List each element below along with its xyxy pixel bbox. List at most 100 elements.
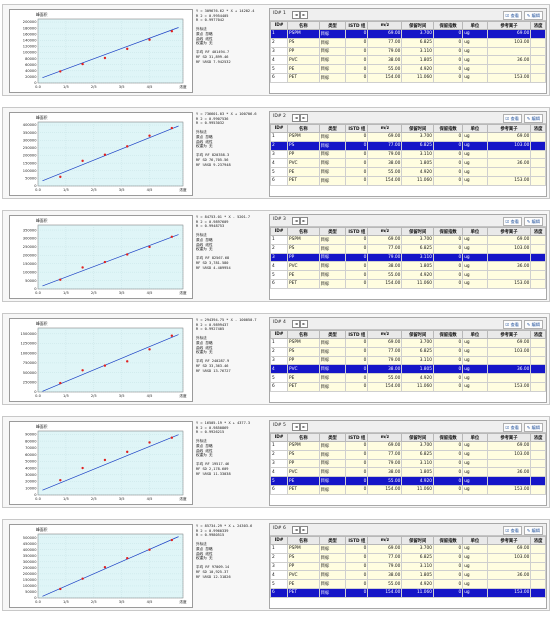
- next-compound-button[interactable]: ►: [300, 320, 308, 328]
- table-row[interactable]: 6 PET 目标 0 154.00 11.060 0 ug 153.00: [269, 278, 546, 289]
- next-compound-button[interactable]: ►: [300, 217, 308, 225]
- table-row[interactable]: 3 PP 目标 0 79.00 3.110 0 ug: [269, 458, 546, 469]
- next-compound-button[interactable]: ►: [300, 11, 308, 19]
- column-header[interactable]: 保留指数: [432, 124, 464, 133]
- next-compound-button[interactable]: ►: [300, 114, 308, 122]
- table-row[interactable]: 5 PE 目标 0 55.00 4.920 0 ug: [269, 373, 546, 383]
- edit-button[interactable]: ✎ 编辑: [523, 526, 543, 535]
- column-header[interactable]: 保留时间: [401, 227, 434, 236]
- table-row[interactable]: 3 PP 目标 0 79.00 3.110 0 ug: [269, 149, 546, 160]
- column-header[interactable]: 保留时间: [401, 124, 434, 133]
- prev-compound-button[interactable]: ◄: [292, 526, 300, 534]
- table-row[interactable]: 2 PS 目标 0 77.00 6.825 0 ug 103.00: [269, 140, 546, 151]
- column-header[interactable]: 名称: [287, 536, 320, 545]
- column-header[interactable]: 保留指数: [432, 227, 464, 236]
- column-header[interactable]: 保留时间: [401, 433, 434, 442]
- view-button[interactable]: ☑ 查看: [502, 526, 522, 535]
- prev-compound-button[interactable]: ◄: [292, 423, 300, 431]
- column-header[interactable]: 单位: [462, 330, 488, 339]
- table-row[interactable]: 5 PE 目标 0 55.00 4.920 0 ug: [269, 270, 546, 280]
- column-header[interactable]: m/z: [367, 124, 403, 133]
- table-row[interactable]: 2 PS 目标 0 77.00 6.825 0 ug 103.00: [269, 243, 546, 254]
- prev-compound-button[interactable]: ◄: [292, 11, 300, 19]
- table-row[interactable]: 4 PVC 目标 0 38.00 1.805 0 ug 36.00: [269, 364, 546, 375]
- table-row[interactable]: 5 PE 目标 0 55.00 4.920 0 ug: [269, 579, 546, 589]
- view-button[interactable]: ☑ 查看: [502, 320, 522, 329]
- column-header[interactable]: 参考离子: [486, 124, 532, 133]
- table-row[interactable]: 4 PVC 目标 0 38.00 1.805 0 ug 36.00: [269, 261, 546, 272]
- table-row[interactable]: 2 PS 目标 0 77.00 6.825 0 ug 103.00: [269, 37, 546, 48]
- column-header[interactable]: 名称: [287, 21, 320, 30]
- table-row[interactable]: 2 PS 目标 0 77.00 6.825 0 ug 103.00: [269, 552, 546, 563]
- column-header[interactable]: 类型: [318, 536, 347, 545]
- table-row[interactable]: 1 PSPM 目标 0 69.00 3.700 0 ug 69.00: [269, 132, 546, 142]
- column-header[interactable]: ID#: [269, 227, 289, 236]
- table-row[interactable]: 1 PSPM 目标 0 69.00 3.700 0 ug 69.00: [269, 441, 546, 451]
- column-header[interactable]: ISTD 组: [345, 21, 369, 30]
- column-header[interactable]: ID#: [269, 124, 289, 133]
- column-header[interactable]: 保留指数: [432, 433, 464, 442]
- view-button[interactable]: ☑ 查看: [502, 217, 522, 226]
- column-header[interactable]: 参考离子: [486, 330, 532, 339]
- column-header[interactable]: 浓度: [530, 536, 546, 545]
- column-header[interactable]: 单位: [462, 536, 488, 545]
- prev-compound-button[interactable]: ◄: [292, 217, 300, 225]
- table-row[interactable]: 6 PET 目标 0 154.00 11.060 0 ug 153.00: [269, 381, 546, 392]
- table-row[interactable]: 2 PS 目标 0 77.00 6.825 0 ug 103.00: [269, 346, 546, 357]
- column-header[interactable]: 参考离子: [486, 433, 532, 442]
- column-header[interactable]: 类型: [318, 433, 347, 442]
- edit-button[interactable]: ✎ 编辑: [523, 423, 543, 432]
- column-header[interactable]: ID#: [269, 330, 289, 339]
- edit-button[interactable]: ✎ 编辑: [523, 320, 543, 329]
- column-header[interactable]: 单位: [462, 433, 488, 442]
- table-row[interactable]: 3 PP 目标 0 79.00 3.110 0 ug: [269, 355, 546, 366]
- table-row[interactable]: 1 PSPM 目标 0 69.00 3.700 0 ug 69.00: [269, 235, 546, 245]
- column-header[interactable]: 保留指数: [432, 330, 464, 339]
- table-row[interactable]: 3 PP 目标 0 79.00 3.110 0 ug: [269, 46, 546, 57]
- column-header[interactable]: ID#: [269, 433, 289, 442]
- column-header[interactable]: m/z: [367, 433, 403, 442]
- table-row[interactable]: 6 PET 目标 0 154.00 11.060 0 ug 153.00: [269, 484, 546, 495]
- table-row[interactable]: 4 PVC 目标 0 38.00 1.805 0 ug 36.00: [269, 570, 546, 581]
- column-header[interactable]: m/z: [367, 330, 403, 339]
- column-header[interactable]: ISTD 组: [345, 330, 369, 339]
- column-header[interactable]: m/z: [367, 227, 403, 236]
- table-row[interactable]: 6 PET 目标 0 154.00 11.060 0 ug 153.00: [269, 175, 546, 186]
- column-header[interactable]: m/z: [367, 536, 403, 545]
- column-header[interactable]: 浓度: [530, 227, 546, 236]
- table-row[interactable]: 6 PET 目标 0 154.00 11.060 0 ug 153.00: [269, 587, 546, 598]
- column-header[interactable]: 单位: [462, 21, 488, 30]
- edit-button[interactable]: ✎ 编辑: [523, 11, 543, 20]
- column-header[interactable]: 名称: [287, 124, 320, 133]
- column-header[interactable]: 保留时间: [401, 330, 434, 339]
- column-header[interactable]: 保留时间: [401, 536, 434, 545]
- column-header[interactable]: 保留指数: [432, 21, 464, 30]
- table-row[interactable]: 1 PSPM 目标 0 69.00 3.700 0 ug 69.00: [269, 338, 546, 348]
- column-header[interactable]: 参考离子: [486, 536, 532, 545]
- column-header[interactable]: 浓度: [530, 330, 546, 339]
- column-header[interactable]: 浓度: [530, 21, 546, 30]
- table-row[interactable]: 4 PVC 目标 0 38.00 1.805 0 ug 36.00: [269, 158, 546, 169]
- view-button[interactable]: ☑ 查看: [502, 423, 522, 432]
- table-row[interactable]: 4 PVC 目标 0 38.00 1.805 0 ug 36.00: [269, 467, 546, 478]
- next-compound-button[interactable]: ►: [300, 526, 308, 534]
- next-compound-button[interactable]: ►: [300, 423, 308, 431]
- column-header[interactable]: ID#: [269, 21, 289, 30]
- column-header[interactable]: 参考离子: [486, 21, 532, 30]
- view-button[interactable]: ☑ 查看: [502, 11, 522, 20]
- edit-button[interactable]: ✎ 编辑: [523, 114, 543, 123]
- table-row[interactable]: 5 PE 目标 0 55.00 4.920 0 ug: [269, 167, 546, 177]
- column-header[interactable]: ID#: [269, 536, 289, 545]
- prev-compound-button[interactable]: ◄: [292, 320, 300, 328]
- column-header[interactable]: 浓度: [530, 124, 546, 133]
- edit-button[interactable]: ✎ 编辑: [523, 217, 543, 226]
- column-header[interactable]: m/z: [367, 21, 403, 30]
- column-header[interactable]: 名称: [287, 330, 320, 339]
- column-header[interactable]: ISTD 组: [345, 536, 369, 545]
- table-row[interactable]: 2 PS 目标 0 77.00 6.825 0 ug 103.00: [269, 449, 546, 460]
- column-header[interactable]: 浓度: [530, 433, 546, 442]
- table-row[interactable]: 6 PET 目标 0 154.00 11.060 0 ug 153.00: [269, 72, 546, 83]
- view-button[interactable]: ☑ 查看: [502, 114, 522, 123]
- column-header[interactable]: 单位: [462, 124, 488, 133]
- table-row[interactable]: 3 PP 目标 0 79.00 3.110 0 ug: [269, 252, 546, 263]
